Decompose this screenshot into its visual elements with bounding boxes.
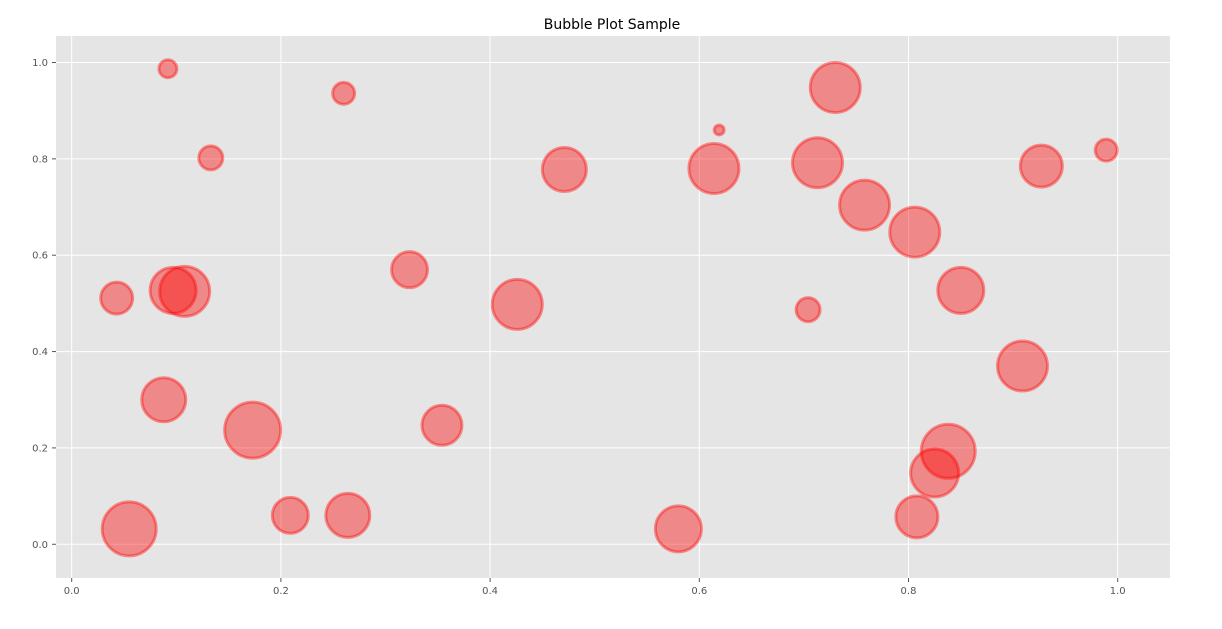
bubble-point	[390, 250, 430, 290]
bubble-point	[838, 178, 892, 232]
x-tick-label: 0.0	[64, 586, 80, 597]
y-tick-label: 1.0	[32, 58, 48, 69]
x-tick-label: 0.6	[691, 586, 707, 597]
bubble-point	[996, 339, 1050, 393]
bubble-point	[653, 504, 703, 554]
bubble-point	[490, 277, 544, 331]
bubble-point	[223, 400, 283, 460]
plot-area	[56, 36, 1170, 578]
y-tick-label: 0.4	[32, 347, 48, 358]
bubble-point	[420, 403, 464, 447]
bubble-point	[324, 491, 372, 539]
bubble-point	[888, 205, 942, 259]
bubble-point	[687, 141, 741, 195]
x-tick-label: 0.2	[273, 586, 289, 597]
chart-title: Bubble Plot Sample	[544, 17, 681, 33]
bubble-point	[894, 494, 940, 540]
x-tick-label: 1.0	[1110, 586, 1126, 597]
bubble-point	[157, 58, 179, 80]
bubble-point	[919, 422, 977, 480]
bubble-point	[140, 376, 188, 424]
bubble-point	[540, 145, 588, 193]
bubble-point	[99, 280, 135, 316]
bubble-point	[909, 447, 961, 499]
bubble-point	[790, 136, 844, 190]
bubble-point	[1093, 137, 1119, 163]
bubble-point	[197, 144, 225, 172]
bubble-point	[100, 500, 158, 558]
bubble-point	[148, 265, 198, 315]
bubble-point	[270, 495, 310, 535]
bubble-point	[331, 80, 357, 106]
x-tick-label: 0.4	[482, 586, 498, 597]
grid-layer	[56, 36, 1170, 578]
y-tick-label: 0.2	[32, 443, 48, 454]
bubble-point	[1018, 143, 1064, 189]
bubble-point	[794, 296, 822, 324]
y-tick-label: 0.0	[32, 540, 48, 551]
bubble-point	[808, 61, 862, 115]
bubble-point	[936, 265, 986, 315]
bubble-layer	[99, 58, 1119, 558]
bubble-point	[712, 123, 726, 137]
y-tick-label: 0.8	[32, 154, 48, 165]
x-tick-label: 0.8	[901, 586, 917, 597]
y-tick-label: 0.6	[32, 251, 48, 262]
axes-layer: 0.0 0.2 0.4 0.6 0.8 1.0 0.0 0.2 0.4 0.6 0.8 1.0	[32, 58, 1126, 597]
bubble-point	[158, 264, 212, 318]
